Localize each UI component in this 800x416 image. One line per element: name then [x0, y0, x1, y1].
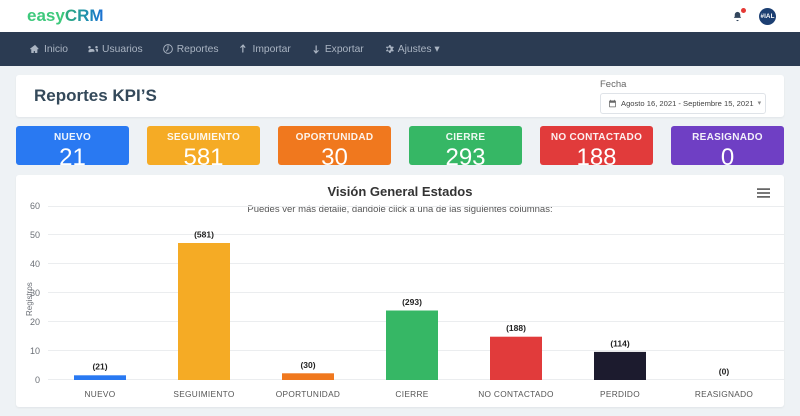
svg-text:0: 0 [35, 375, 40, 385]
svg-text:(30): (30) [300, 360, 315, 370]
svg-text:60: 60 [30, 201, 40, 211]
svg-text:(21): (21) [92, 362, 107, 372]
svg-text:(0): (0) [719, 367, 730, 377]
svg-text:10: 10 [30, 346, 40, 356]
svg-text:NO CONTACTADO: NO CONTACTADO [478, 389, 554, 399]
svg-text:(293): (293) [402, 297, 422, 307]
svg-text:50: 50 [30, 230, 40, 240]
svg-text:40: 40 [30, 259, 40, 269]
svg-text:CIERRE: CIERRE [395, 389, 428, 399]
svg-text:(581): (581) [194, 230, 214, 240]
svg-text:20: 20 [30, 317, 40, 327]
svg-text:(188): (188) [506, 323, 526, 333]
svg-text:OPORTUNIDAD: OPORTUNIDAD [276, 389, 340, 399]
svg-text:(114): (114) [610, 338, 630, 348]
svg-text:NUEVO: NUEVO [84, 389, 115, 399]
svg-text:REASIGNADO: REASIGNADO [695, 389, 754, 399]
svg-text:SEGUIMIENTO: SEGUIMIENTO [173, 389, 234, 399]
svg-text:PERDIDO: PERDIDO [600, 389, 640, 399]
